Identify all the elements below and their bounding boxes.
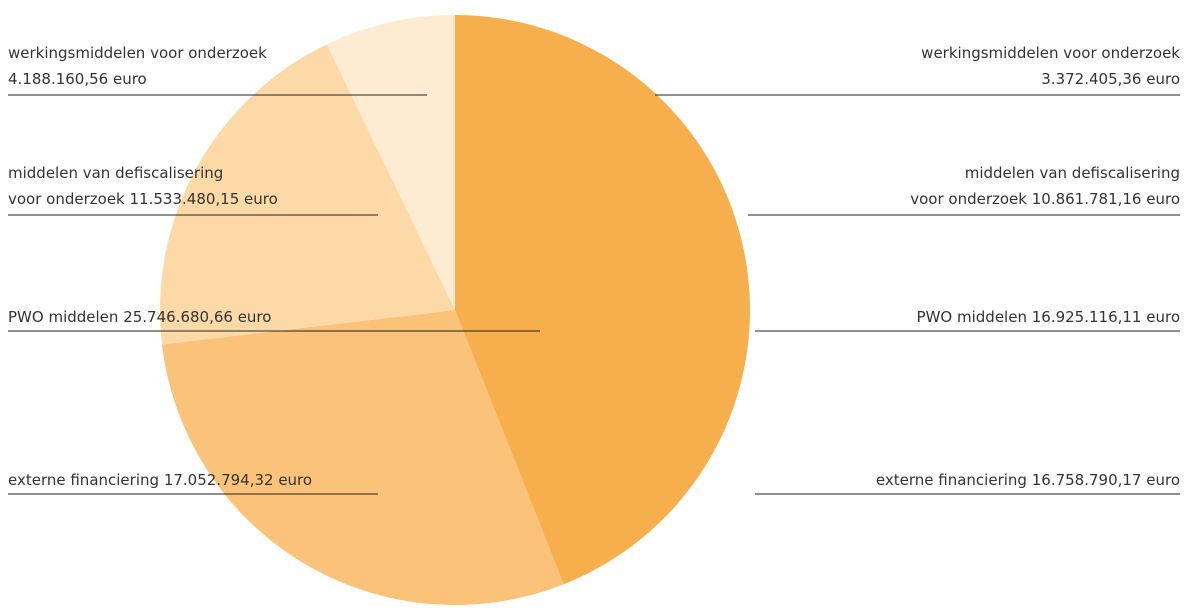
category-label: PWO middelen xyxy=(8,308,118,326)
value-label: 16.925.116,11 euro xyxy=(1032,308,1180,326)
slice-label: PWO middelen 25.746.680,66 euro xyxy=(8,308,271,326)
slice-label: werkingsmiddelen voor onderzoek 4.188.160… xyxy=(8,44,267,88)
slice-label: externe financiering 17.052.794,32 euro xyxy=(8,471,312,489)
category-label: werkingsmiddelen voor onderzoek xyxy=(8,44,267,62)
pie-slice xyxy=(455,15,750,585)
category-label: PWO middelen xyxy=(917,308,1027,326)
value-label: 4.188.160,56 euro xyxy=(8,70,147,88)
category-label: werkingsmiddelen voor onderzoek xyxy=(921,44,1180,62)
value-label: 10.861.781,16 euro xyxy=(1032,190,1180,208)
value-label: 16.758.790,17 euro xyxy=(1032,471,1180,489)
value-label: 17.052.794,32 euro xyxy=(164,471,312,489)
value-label: 11.533.480,15 euro xyxy=(130,190,278,208)
category-label: voor onderzoek xyxy=(8,190,125,208)
value-label: 3.372.405,36 euro xyxy=(1041,70,1180,88)
category-label: middelen van defiscalisering xyxy=(8,164,223,182)
category-label: voor onderzoek xyxy=(910,190,1027,208)
pie-slice xyxy=(326,15,455,310)
value-label: 25.746.680,66 euro xyxy=(123,308,271,326)
pie-slice xyxy=(160,44,455,345)
slice-label: middelen van defiscalisering voor onderzo… xyxy=(910,164,1180,208)
category-label: externe financiering xyxy=(876,471,1027,489)
slice-label: externe financiering 16.758.790,17 euro xyxy=(876,471,1180,489)
slice-label: middelen van defiscalisering voor onderzo… xyxy=(8,164,278,208)
category-label: externe financiering xyxy=(8,471,159,489)
pie-slice xyxy=(162,310,564,605)
slice-label: werkingsmiddelen voor onderzoek 3.372.405… xyxy=(921,44,1180,88)
slice-label: PWO middelen 16.925.116,11 euro xyxy=(917,308,1180,326)
category-label: middelen van defiscalisering xyxy=(965,164,1180,182)
